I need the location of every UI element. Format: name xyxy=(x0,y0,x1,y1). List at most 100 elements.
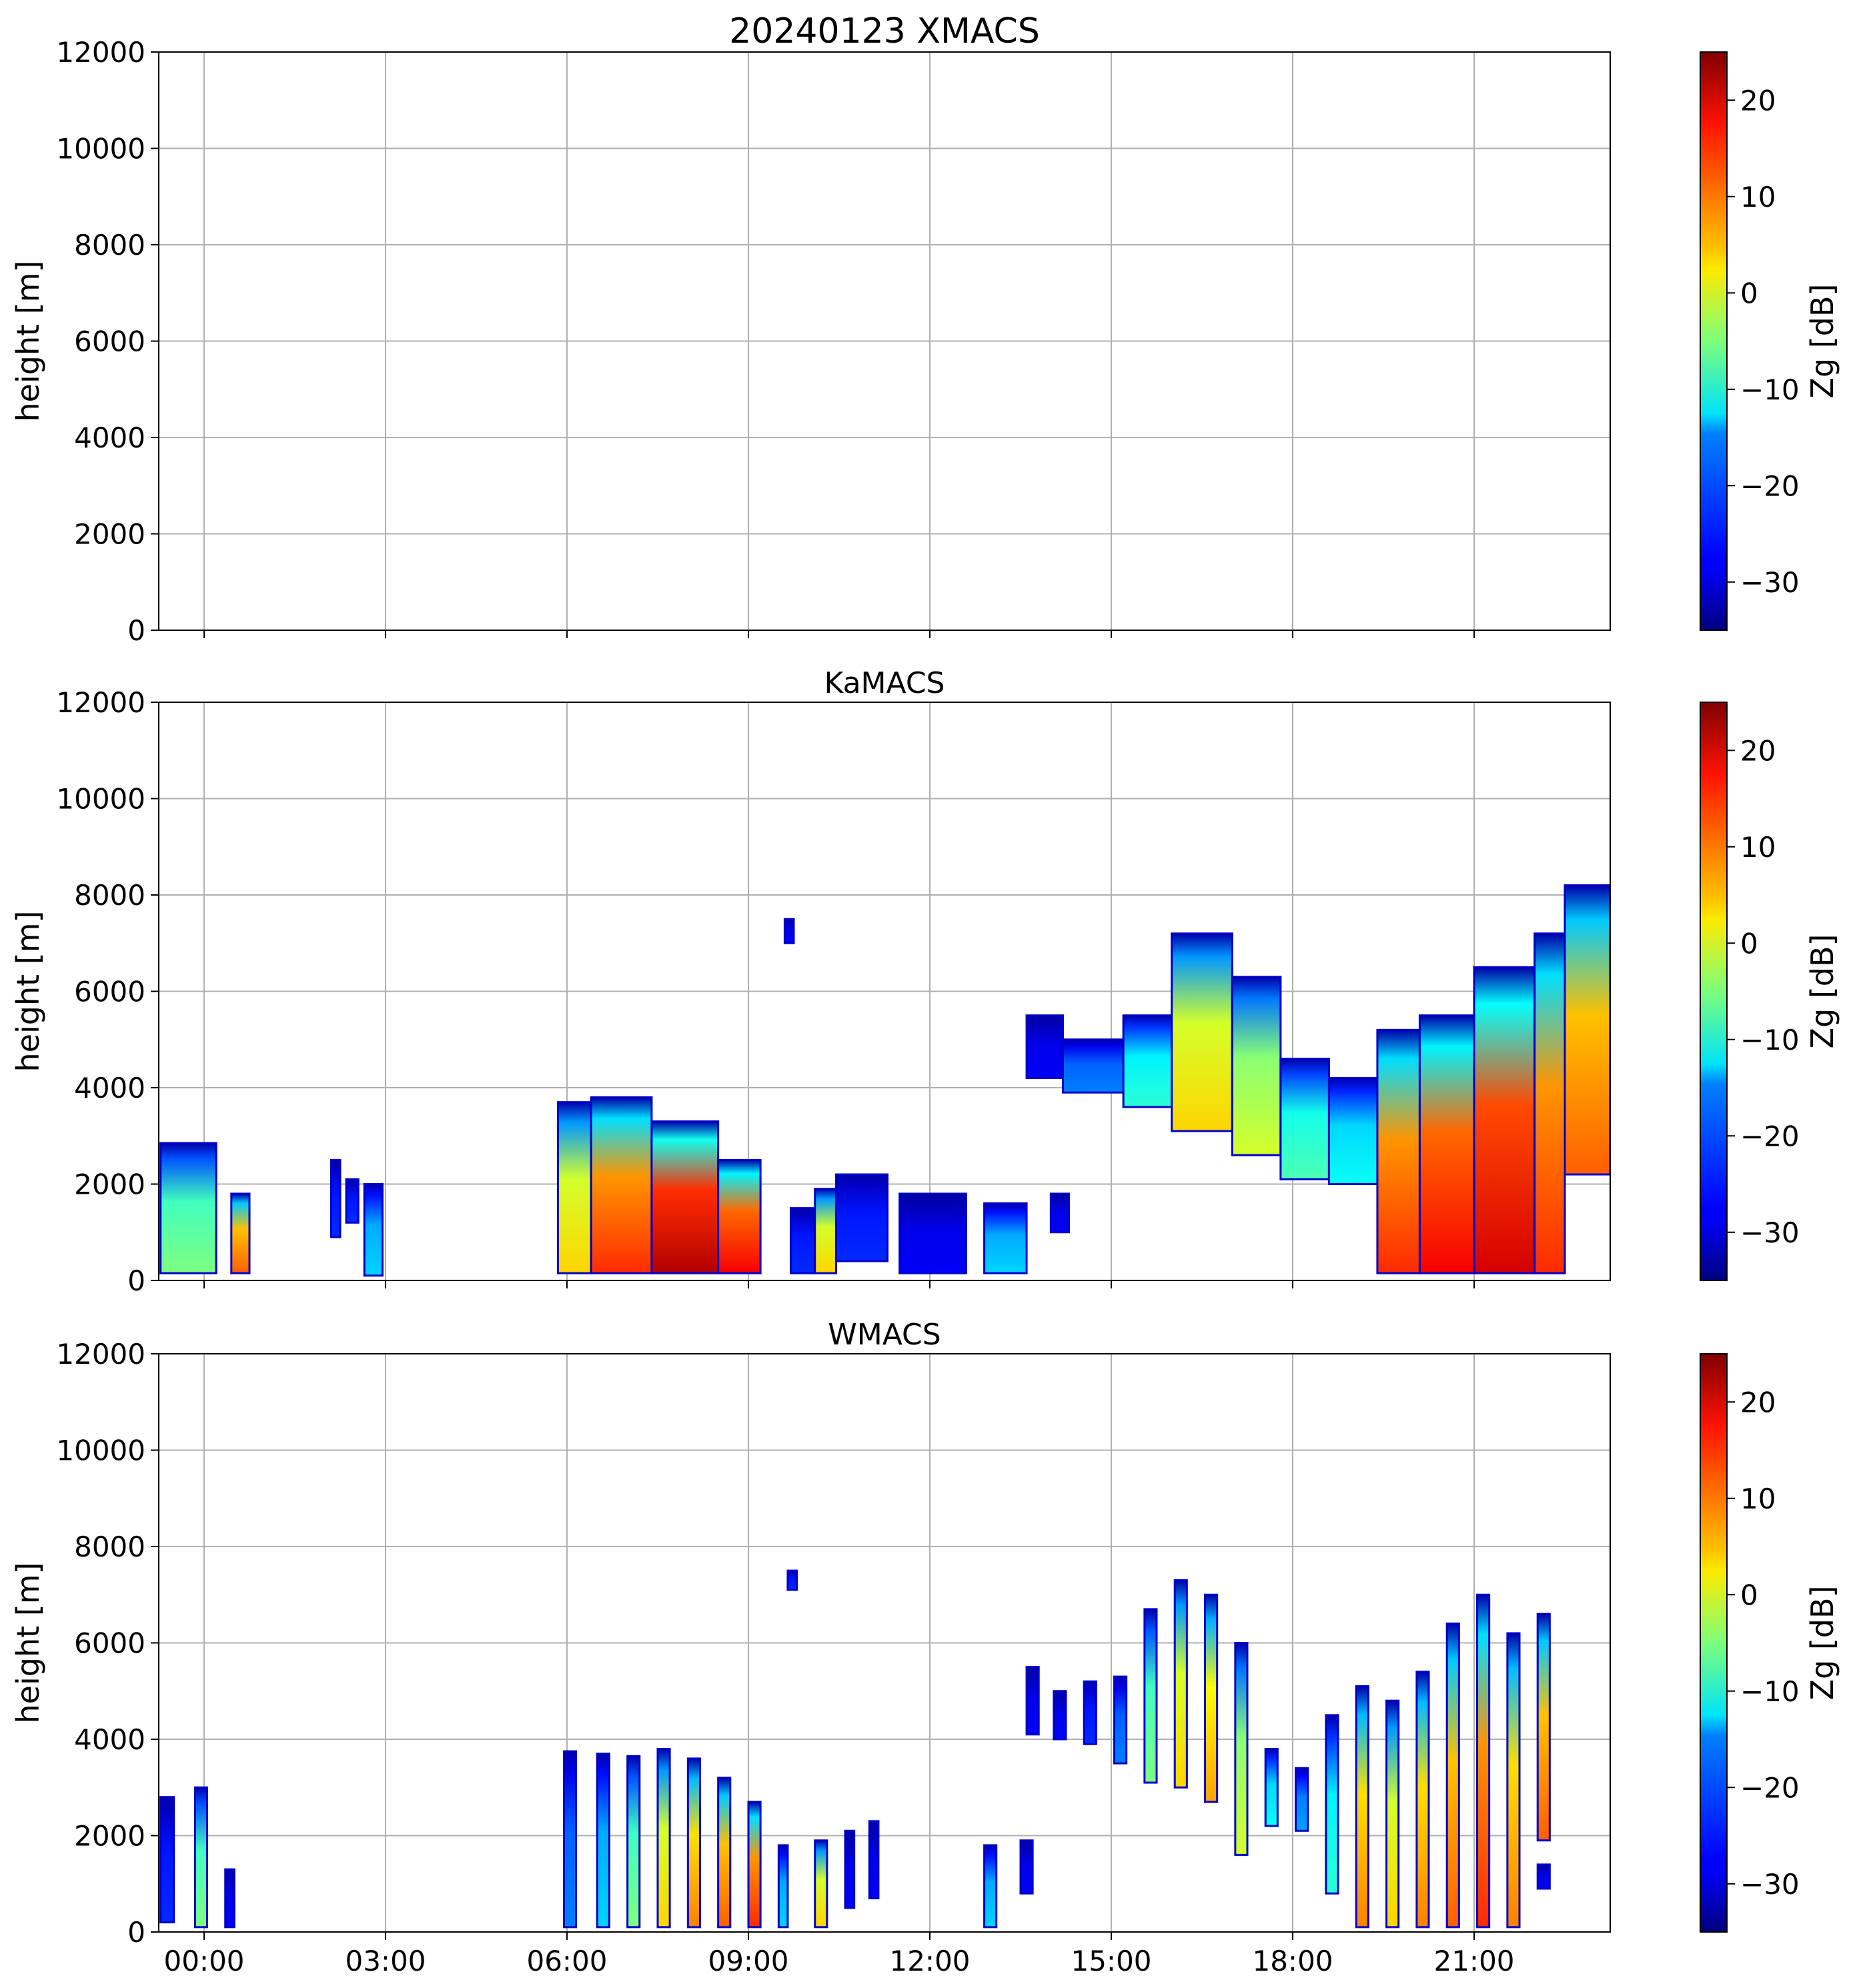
colorbar-tick-label: 20 xyxy=(1740,84,1776,117)
panel-title: WMACS xyxy=(828,1318,941,1352)
echo-region xyxy=(597,1753,610,1927)
y-tick-label: 0 xyxy=(127,1916,145,1949)
colorbar-tick-label: 20 xyxy=(1740,734,1776,767)
y-tick-label: 0 xyxy=(127,1264,145,1297)
echo-region xyxy=(984,1845,997,1927)
echo-edge xyxy=(1019,1839,1034,1895)
echo-region xyxy=(564,1751,576,1927)
echo-region xyxy=(748,1801,761,1927)
echo-region xyxy=(1051,1193,1069,1232)
echo-edge xyxy=(783,918,795,944)
y-tick-label: 8000 xyxy=(74,1531,145,1563)
echo-edge xyxy=(1476,1593,1491,1929)
echo-edge xyxy=(1204,1593,1219,1803)
echo-edge xyxy=(1415,1671,1430,1929)
echo-region xyxy=(1295,1768,1308,1831)
echo-edge xyxy=(159,1796,175,1924)
echo-region xyxy=(845,1831,854,1908)
echo-region xyxy=(1386,1701,1399,1927)
echo-region xyxy=(1171,933,1233,1132)
echo-region xyxy=(558,1102,592,1274)
echo-region xyxy=(1534,933,1565,1274)
echo-edge xyxy=(1355,1685,1369,1929)
y-tick-label: 6000 xyxy=(74,1627,145,1660)
echo-region xyxy=(790,1208,815,1274)
echo-edge xyxy=(363,1183,384,1277)
y-tick-label: 12000 xyxy=(56,36,145,69)
echo-region xyxy=(778,1845,788,1927)
echo-edge xyxy=(686,1757,701,1929)
colorbar-label: Zg [dB] xyxy=(1804,1586,1840,1701)
y-tick-label: 6000 xyxy=(74,325,145,358)
echo-edge xyxy=(1025,1666,1040,1736)
colorbar-tick-label: 0 xyxy=(1740,277,1758,309)
echo-edge xyxy=(1506,1632,1521,1929)
echo-edge xyxy=(814,1839,828,1929)
x-tick-label: 18:00 xyxy=(1252,1945,1333,1977)
colorbar-tick-label: 10 xyxy=(1740,831,1776,864)
echo-region xyxy=(195,1787,207,1927)
echo-edge xyxy=(193,1786,209,1929)
echo-edge xyxy=(230,1192,251,1274)
echo-edge xyxy=(330,1158,342,1238)
echo-region xyxy=(1377,1030,1420,1274)
echo-region xyxy=(1477,1595,1489,1927)
colorbar-tick-label: −20 xyxy=(1740,1771,1800,1804)
colorbar-label: Zg [dB] xyxy=(1804,934,1840,1049)
echo-edge xyxy=(224,1868,235,1929)
y-tick-label: 4000 xyxy=(74,1723,145,1756)
echo-region xyxy=(160,1143,217,1274)
echo-region xyxy=(651,1121,718,1274)
grid xyxy=(159,51,1610,631)
echo-edge xyxy=(844,1829,856,1909)
y-tick-label: 10000 xyxy=(56,783,145,816)
y-tick-label: 4000 xyxy=(74,1072,145,1104)
echo-edge xyxy=(1049,1192,1071,1234)
echo-edge xyxy=(1113,1675,1128,1765)
x-tick-label: 15:00 xyxy=(1071,1945,1151,1977)
colorbar-tick-label: −10 xyxy=(1740,1675,1800,1708)
echo-region xyxy=(1027,1015,1063,1078)
echo-edge xyxy=(159,1142,217,1274)
echo-edge xyxy=(562,1750,578,1929)
panel-title: 20240123 XMACS xyxy=(729,11,1040,51)
colorbar-tick-label: −30 xyxy=(1740,1868,1800,1901)
echo-region xyxy=(814,1188,836,1274)
y-tick-label: 6000 xyxy=(74,976,145,1008)
colorbar-tick-label: 10 xyxy=(1740,181,1776,213)
echo-edge xyxy=(1564,884,1610,1176)
echo-region xyxy=(1474,967,1535,1274)
colorbar: −30 −20 −10 0 10 20 Zg [dB] xyxy=(1700,51,1840,631)
echo-region xyxy=(225,1869,235,1927)
echo-edge xyxy=(868,1820,880,1899)
panel-wmacs: 0 2000 4000 6000 8000 10000 12000 00:00 03:00 06:… xyxy=(10,1318,1840,1977)
echo-layer xyxy=(159,884,1610,1277)
echo-edge xyxy=(1053,1690,1067,1741)
echo-edge xyxy=(1536,1613,1551,1842)
echo-region xyxy=(1416,1671,1429,1927)
y-tick-label: 2000 xyxy=(74,1820,145,1853)
echo-region xyxy=(1235,1643,1247,1855)
echo-region xyxy=(1565,885,1610,1175)
colorbar-gradient xyxy=(1700,1353,1728,1933)
echo-region xyxy=(1123,1015,1172,1107)
echo-edge xyxy=(1234,1642,1249,1856)
y-tick-label: 10000 xyxy=(56,1434,145,1467)
echo-edge xyxy=(834,1173,889,1262)
y-axis-label: height [m] xyxy=(10,1563,46,1724)
echo-region xyxy=(1232,976,1281,1156)
y-tick-label: 8000 xyxy=(74,229,145,261)
echo-region xyxy=(1063,1039,1124,1093)
echo-region xyxy=(160,1797,174,1923)
panel-title: KaMACS xyxy=(824,666,945,700)
colorbar-tick-label: 10 xyxy=(1740,1482,1776,1515)
echo-region xyxy=(1419,1015,1474,1274)
echo-region xyxy=(658,1749,670,1927)
colorbar-tick-label: −10 xyxy=(1740,1024,1800,1056)
echo-region xyxy=(787,1571,797,1591)
echo-edge xyxy=(983,1202,1028,1274)
echo-edge xyxy=(345,1178,360,1224)
echo-region xyxy=(1356,1686,1369,1927)
echo-edge xyxy=(1083,1680,1097,1745)
